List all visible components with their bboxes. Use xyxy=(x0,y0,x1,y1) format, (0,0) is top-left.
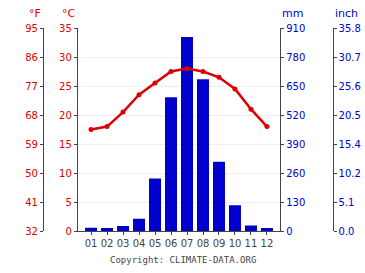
svg-text:30.7: 30.7 xyxy=(339,52,361,63)
svg-text:02: 02 xyxy=(101,238,114,249)
svg-text:15: 15 xyxy=(59,139,72,150)
svg-text:25: 25 xyxy=(59,81,72,92)
svg-text:07: 07 xyxy=(181,238,194,249)
svg-text:390: 390 xyxy=(286,139,305,150)
svg-text:0: 0 xyxy=(286,226,292,237)
svg-text:°C: °C xyxy=(62,7,76,20)
svg-text:130: 130 xyxy=(286,197,305,208)
svg-text:50: 50 xyxy=(25,168,38,179)
svg-text:77: 77 xyxy=(25,81,38,92)
svg-text:30: 30 xyxy=(59,52,72,63)
svg-text:20.5: 20.5 xyxy=(339,110,361,121)
svg-text:0: 0 xyxy=(65,226,71,237)
svg-text:780: 780 xyxy=(286,52,305,63)
svg-text:41: 41 xyxy=(25,197,38,208)
svg-text:06: 06 xyxy=(165,238,178,249)
svg-text:10: 10 xyxy=(229,238,242,249)
svg-text:10: 10 xyxy=(59,168,72,179)
svg-text:5: 5 xyxy=(65,197,71,208)
svg-text:32: 32 xyxy=(25,226,38,237)
svg-text:0.0: 0.0 xyxy=(339,226,355,237)
svg-text:59: 59 xyxy=(25,139,38,150)
svg-text:12: 12 xyxy=(261,238,274,249)
svg-text:10.2: 10.2 xyxy=(339,168,361,179)
svg-text:Copyright: CLIMATE-DATA.ORG: Copyright: CLIMATE-DATA.ORG xyxy=(110,255,256,265)
svg-text:86: 86 xyxy=(25,52,38,63)
svg-text:25.6: 25.6 xyxy=(339,81,361,92)
svg-text:08: 08 xyxy=(197,238,210,249)
svg-text:11: 11 xyxy=(245,238,258,249)
svg-text:03: 03 xyxy=(117,238,130,249)
svg-text:35.8: 35.8 xyxy=(339,23,361,34)
svg-text:mm: mm xyxy=(282,7,303,20)
svg-text:5.1: 5.1 xyxy=(339,197,355,208)
svg-text:910: 910 xyxy=(286,23,305,34)
svg-text:520: 520 xyxy=(286,110,305,121)
svg-text:650: 650 xyxy=(286,81,305,92)
svg-text:20: 20 xyxy=(59,110,72,121)
svg-text:01: 01 xyxy=(85,238,98,249)
svg-text:95: 95 xyxy=(25,23,38,34)
svg-text:05: 05 xyxy=(149,238,162,249)
svg-text:260: 260 xyxy=(286,168,305,179)
svg-text:68: 68 xyxy=(25,110,38,121)
svg-text:inch: inch xyxy=(335,7,358,20)
svg-text:15.4: 15.4 xyxy=(339,139,361,150)
svg-text:°F: °F xyxy=(29,7,41,20)
svg-text:04: 04 xyxy=(133,238,146,249)
svg-text:35: 35 xyxy=(59,23,72,34)
svg-text:09: 09 xyxy=(213,238,226,249)
